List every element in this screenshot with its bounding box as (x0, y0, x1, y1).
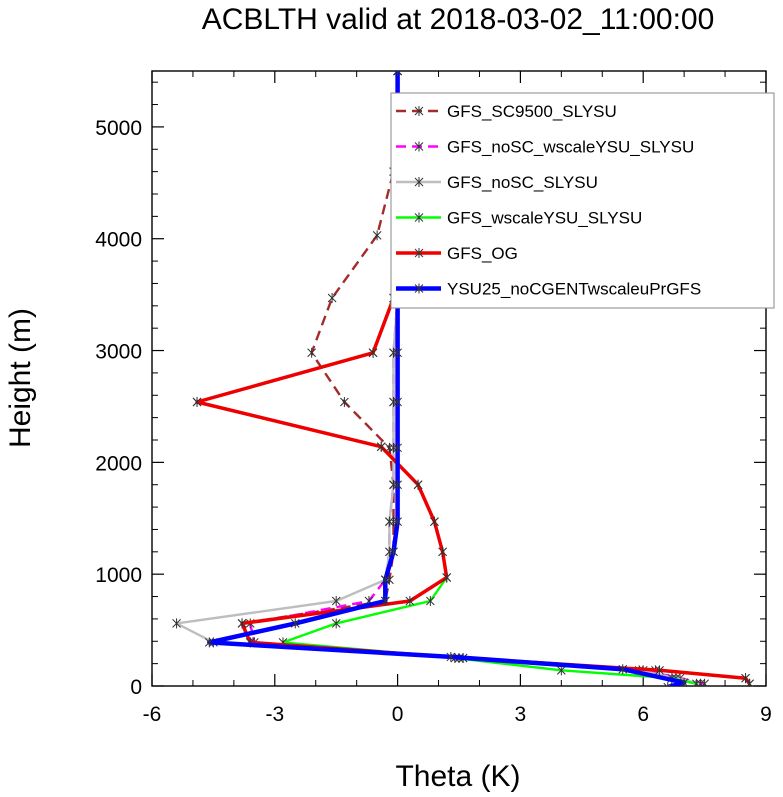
series-marker (389, 546, 398, 557)
legend-label: GFS_OG (447, 244, 518, 263)
series-marker (385, 516, 394, 527)
series-marker (376, 441, 386, 452)
legend-label: GFS_wscaleYSU_SLYSU (447, 209, 642, 228)
x-tick-label: 0 (392, 703, 404, 726)
series-marker (192, 396, 202, 407)
series-marker (393, 442, 402, 453)
series-marker (741, 673, 750, 684)
series-marker (692, 678, 701, 686)
series-marker (679, 677, 689, 686)
legend-item: YSU25_noCGENTwscaleuPrGFS (396, 280, 701, 299)
series-marker (393, 479, 402, 490)
series-marker (307, 347, 316, 358)
series-marker (745, 678, 754, 686)
legend-item: GFS_noSC_SLYSU (396, 173, 598, 192)
y-tick-label: 3000 (95, 341, 142, 364)
legend-item: GFS_OG (396, 244, 518, 263)
legend-marker (414, 141, 424, 152)
series-marker (413, 479, 423, 490)
y-axis: 0 1000 2000 3000 4000 5000 (95, 81, 766, 699)
series-marker (425, 596, 435, 607)
series-marker (700, 678, 709, 686)
y-axis-label: Height (m) (4, 308, 37, 448)
series-marker (327, 292, 337, 303)
series-marker (204, 637, 214, 648)
plot-frame (151, 70, 767, 687)
legend-box (390, 92, 775, 309)
series-marker (331, 596, 341, 607)
series-marker (290, 618, 300, 629)
x-tick-label: 6 (637, 703, 649, 726)
series-marker (393, 396, 402, 407)
series-marker (368, 347, 378, 358)
series-marker (438, 546, 447, 557)
series-marker (393, 347, 402, 358)
x-axis-label: Theta (K) (395, 760, 520, 793)
chart-title: ACBLTH valid at 2018-03-02_11:00:00 (202, 3, 715, 36)
series-marker (380, 574, 390, 585)
legend-item: GFS_noSC_wscaleYSU_SLYSU (396, 138, 694, 157)
series-marker (655, 665, 664, 676)
y-tick-label: 1000 (95, 564, 142, 587)
legend-marker (414, 106, 424, 116)
series-marker (172, 618, 181, 629)
y-tick-label: 5000 (95, 117, 142, 140)
x-tick-label: 3 (515, 703, 527, 726)
y-tick-label: 2000 (95, 452, 142, 475)
legend-item: GFS_wscaleYSU_SLYSU (396, 209, 642, 228)
series-marker (696, 678, 705, 686)
series-marker (393, 71, 402, 76)
x-tick-label: 9 (760, 703, 772, 726)
series-marker (331, 618, 341, 629)
series-marker (430, 516, 439, 527)
legend-marker (414, 283, 424, 294)
legend-marker (414, 212, 424, 223)
legend-label: YSU25_noCGENTwscaleuPrGFS (447, 280, 701, 299)
x-tick-label: -6 (143, 703, 162, 726)
series-marker (663, 682, 673, 686)
series-marker (237, 618, 247, 629)
series-marker (442, 572, 452, 583)
series-marker (380, 596, 390, 607)
series-marker (372, 230, 382, 241)
legend-item: GFS_SC9500_SLYSU (396, 102, 617, 121)
legend: GFS_SC9500_SLYSU GFS_noSC_wscaleYSU_SLYSU… (390, 92, 775, 309)
legend-label: GFS_SC9500_SLYSU (447, 102, 617, 121)
series-marker (340, 396, 349, 407)
legend-label: GFS_noSC_wscaleYSU_SLYSU (447, 138, 694, 157)
y-tick-label: 0 (130, 676, 142, 699)
legend-label: GFS_noSC_SLYSU (447, 173, 598, 192)
series-marker (446, 651, 456, 662)
legend-marker (414, 248, 424, 258)
series-marker (393, 516, 402, 527)
plot-area (151, 70, 767, 687)
legend-marker (414, 177, 424, 187)
y-tick-label: 4000 (95, 229, 142, 252)
x-tick-label: -3 (265, 703, 284, 726)
series-marker (618, 664, 628, 675)
x-axis: -6 -3 0 3 6 9 (143, 71, 772, 726)
series-marker (405, 596, 415, 607)
